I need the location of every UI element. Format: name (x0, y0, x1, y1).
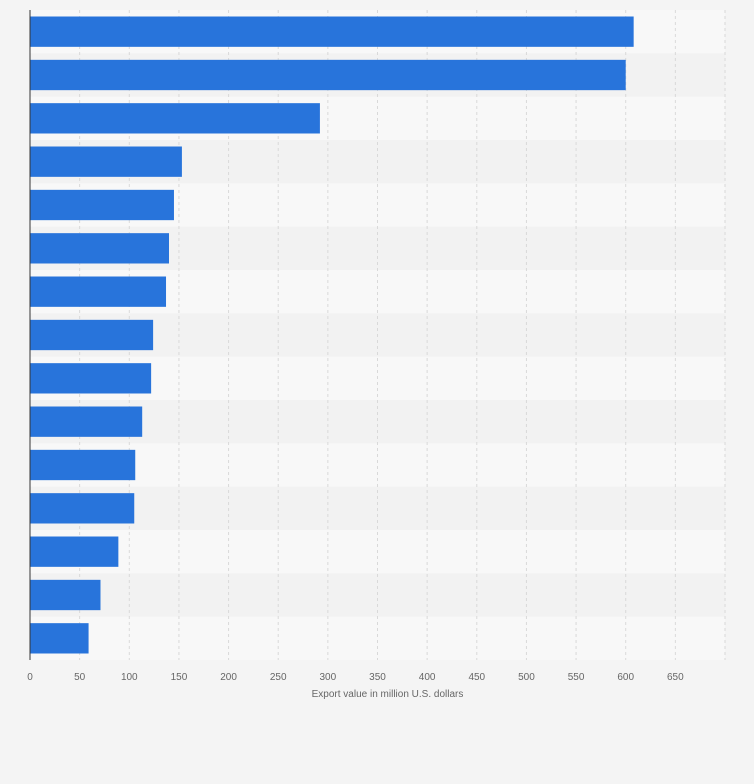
x-tick-label: 100 (121, 672, 138, 683)
x-tick-label: 500 (518, 672, 535, 683)
bar[interactable] (30, 189, 174, 221)
bar[interactable] (30, 449, 136, 481)
bar[interactable] (30, 16, 634, 47)
x-tick-label: 350 (369, 672, 386, 683)
bar[interactable] (30, 59, 626, 91)
bar[interactable] (30, 103, 320, 134)
x-axis-title: Export value in million U.S. dollars (312, 689, 464, 700)
bars (30, 16, 634, 654)
x-tick-label: 600 (617, 672, 634, 683)
bar[interactable] (30, 623, 89, 654)
x-tick-label: 50 (74, 672, 86, 683)
x-tick-label: 550 (568, 672, 585, 683)
x-tick-label: 250 (270, 672, 287, 683)
bar[interactable] (30, 233, 169, 264)
x-tick-label: 450 (468, 672, 485, 683)
bar[interactable] (30, 406, 143, 437)
bar[interactable] (30, 536, 119, 567)
x-tick-label: 0 (27, 672, 33, 683)
bar[interactable] (30, 579, 101, 611)
x-tick-label: 300 (320, 672, 337, 683)
bar[interactable] (30, 276, 167, 307)
x-tick-label: 200 (220, 672, 237, 683)
x-axis-ticks: 0 50 100 150 200 250 300 350 400 450 500 550 600 650 (27, 672, 684, 683)
x-tick-label: 150 (171, 672, 188, 683)
x-tick-label: 650 (667, 672, 684, 683)
x-tick-label: 400 (419, 672, 436, 683)
bar[interactable] (30, 146, 182, 177)
bar[interactable] (30, 319, 154, 351)
bar[interactable] (30, 363, 152, 394)
bar[interactable] (30, 493, 135, 524)
